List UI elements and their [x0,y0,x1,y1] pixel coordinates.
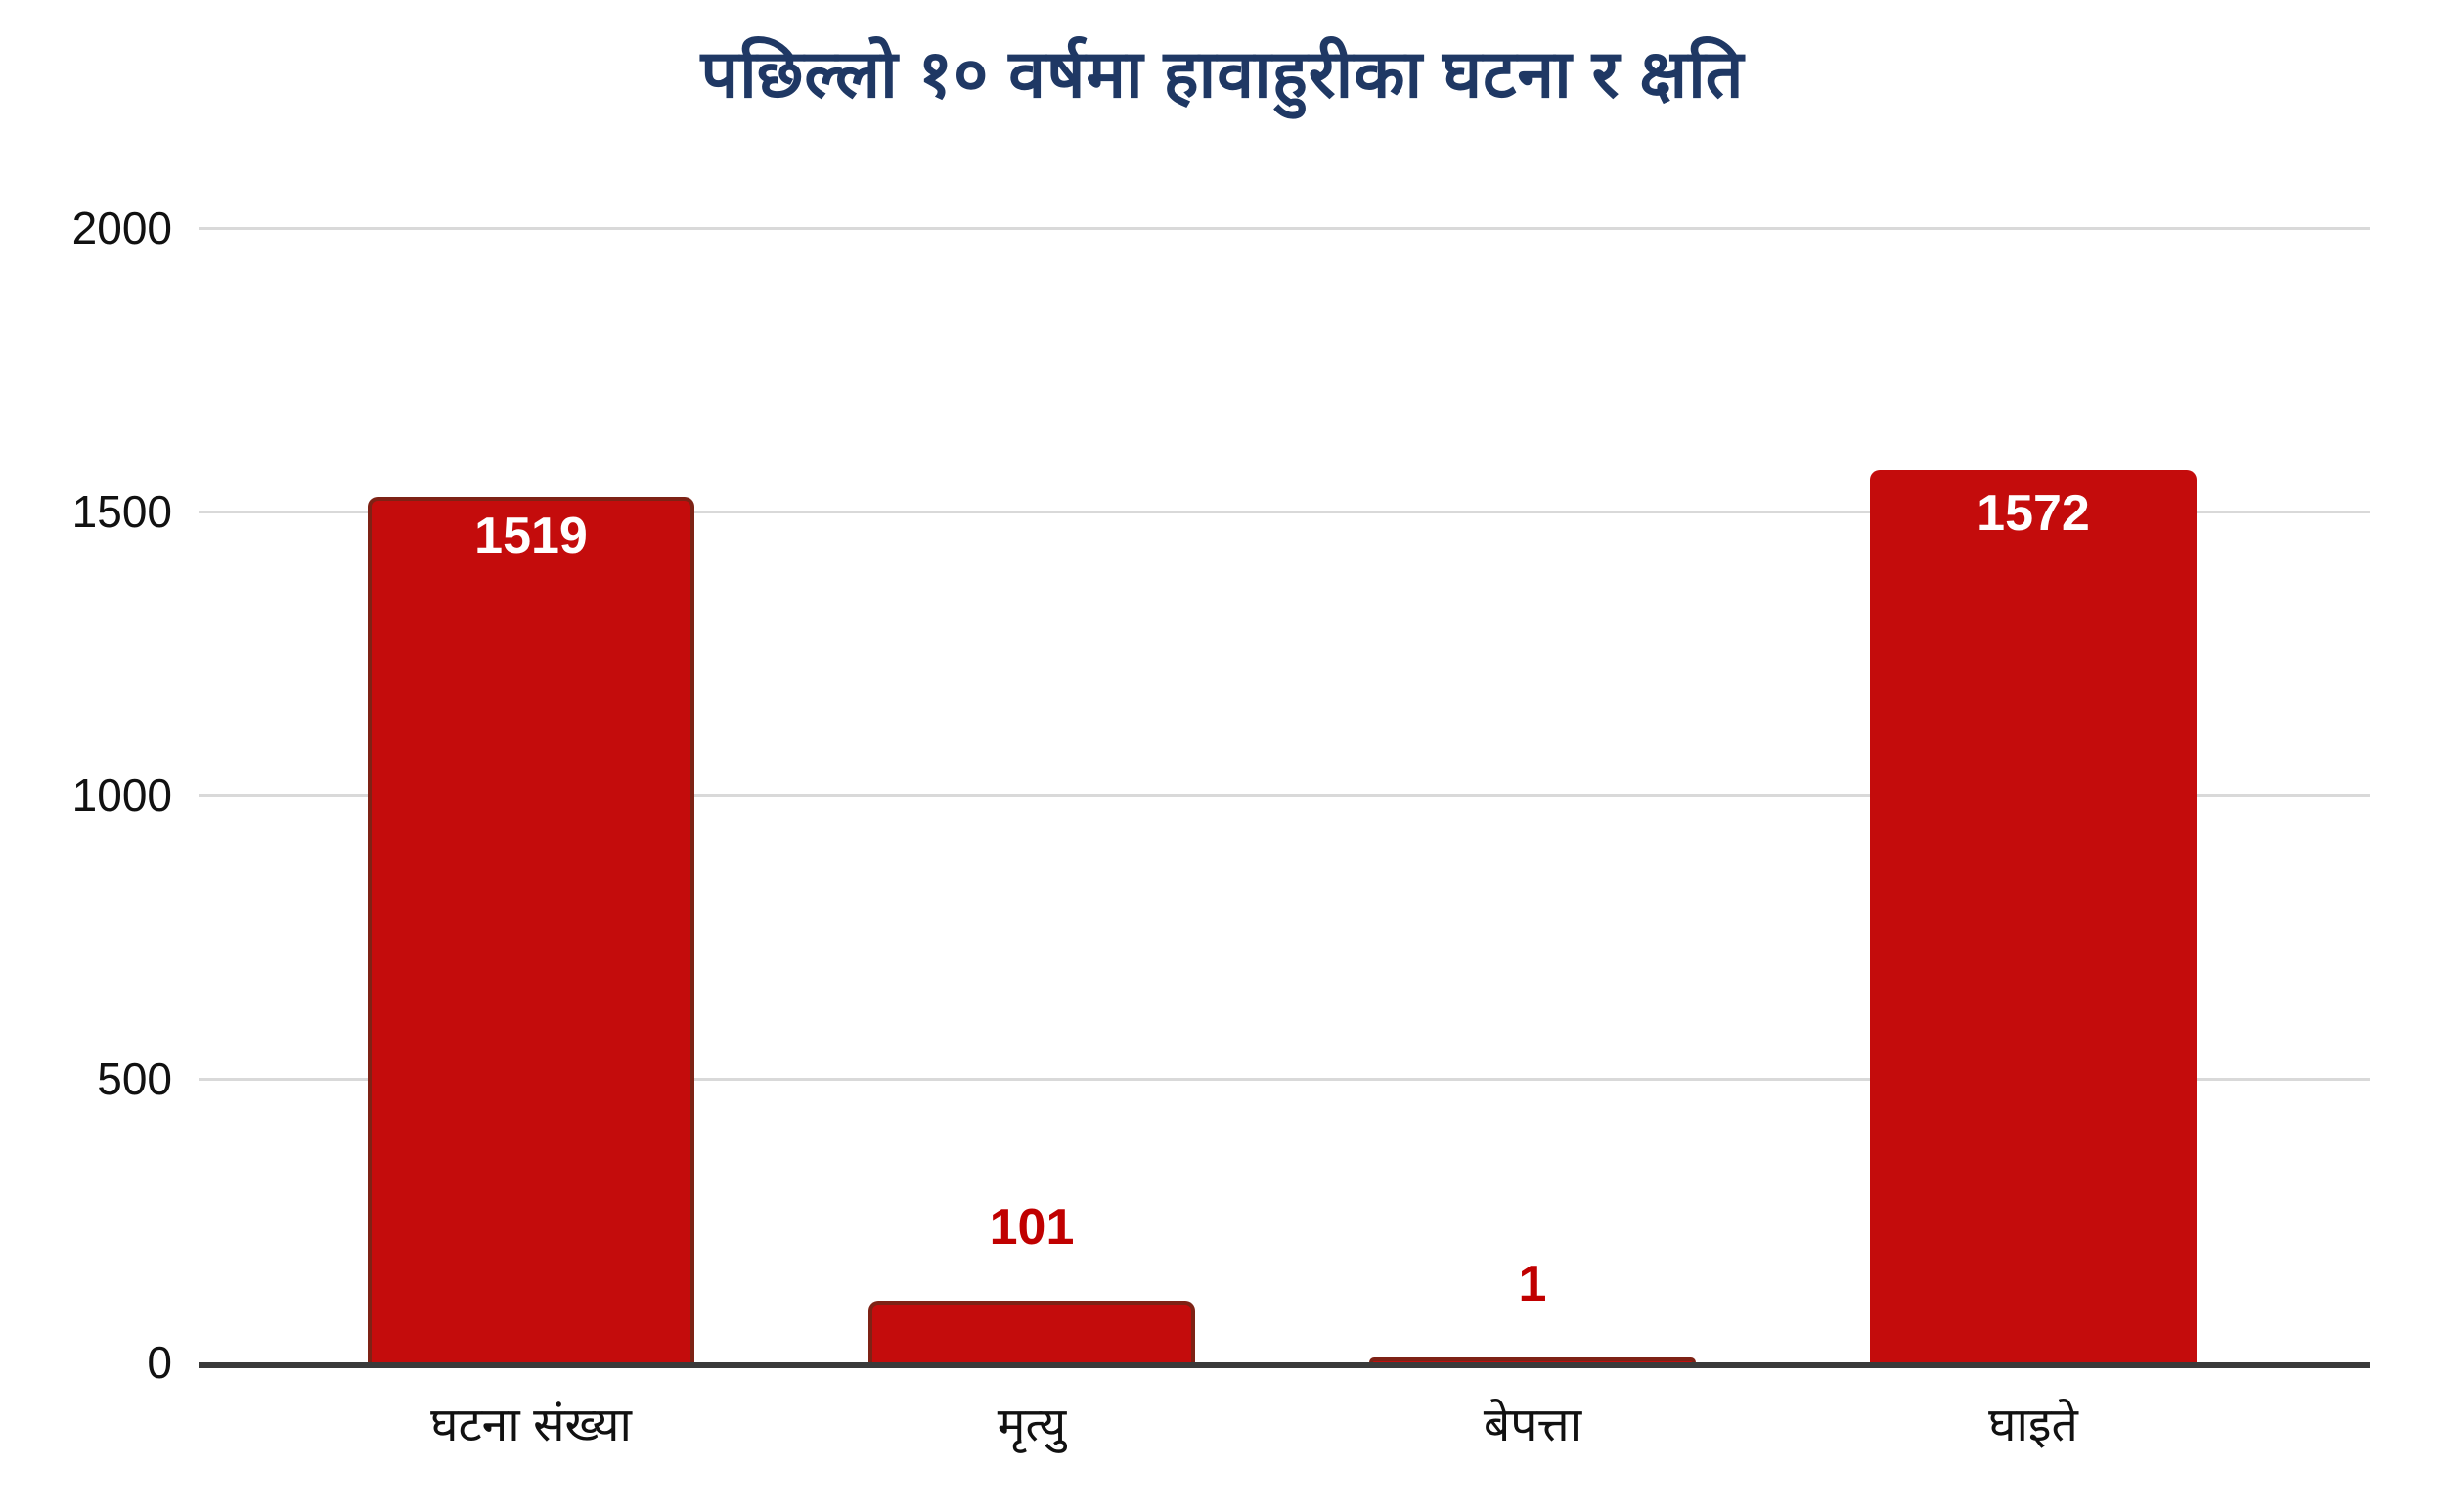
category-label: घटना संख्या [430,1400,632,1451]
bar [1870,470,2197,1362]
gridline [199,510,2370,513]
bar-value-label: 1519 [474,507,588,564]
bar-value-label: 1572 [1977,485,2090,543]
y-axis-tick-label: 0 [147,1337,172,1388]
chart-title: पछिल्लो १० वर्षमा हावाहुरीका घटना र क्षत… [700,37,1745,111]
y-axis-tick-label: 1000 [71,770,172,821]
bar-slot: 101 मृत्यु [868,228,1195,1451]
plot-area: 1519 घटना संख्या 101 मृत्यु 1 बेपत्ता 1572 घाइत… [199,226,2370,1451]
y-axis-tick-label: 1500 [71,486,172,537]
category-label: घाइते [1988,1400,2078,1451]
bar-slot: 1572 घाइते [1870,228,2197,1451]
bar-slot: 1 बेपत्ता [1369,228,1696,1451]
gridline [199,1077,2370,1081]
gridline [199,793,2370,797]
category-label: मृत्यु [997,1400,1067,1451]
category-label: बेपत्ता [1483,1400,1582,1451]
y-axis-tick-label: 2000 [71,202,172,253]
bar [368,496,694,1362]
bar [1369,1357,1696,1362]
x-axis-line [199,1362,2370,1368]
bar-value-label: 1 [1518,1255,1547,1312]
bar [868,1301,1195,1362]
bar-value-label: 101 [989,1199,1075,1257]
y-axis-tick-label: 500 [97,1053,172,1104]
bar-slot: 1519 घटना संख्या [368,228,694,1451]
gridline [199,226,2370,230]
